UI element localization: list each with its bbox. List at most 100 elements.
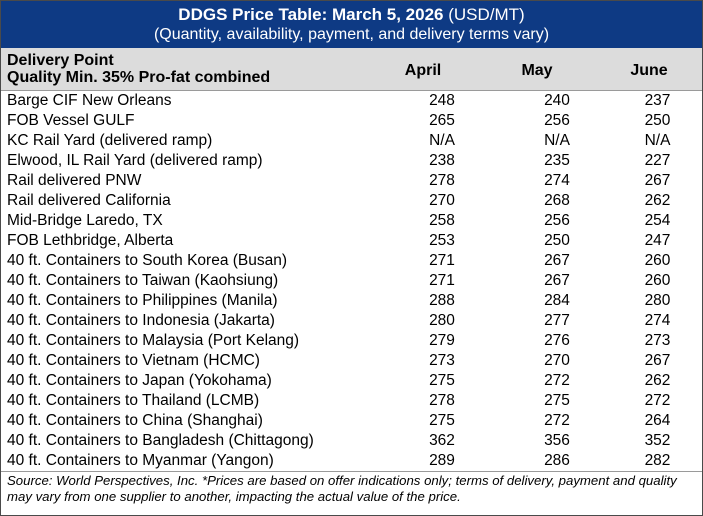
june-price-cell: 262	[644, 372, 671, 389]
table-row: 40 ft. Containers to China (Shanghai) 275…	[1, 411, 702, 431]
delivery-point-cell: 40 ft. Containers to Malaysia (Port Kela…	[7, 332, 300, 349]
delivery-point-cell: 40 ft. Containers to Japan (Yokohama)	[7, 372, 272, 389]
may-price-cell: 276	[544, 332, 570, 349]
table-row: 40 ft. Containers to Taiwan (Kaohsiung) 2…	[1, 271, 702, 291]
june-price-cell: N/A	[644, 132, 671, 149]
table-row: Elwood, IL Rail Yard (delivered ramp) 238…	[1, 151, 702, 171]
delivery-point-cell: 40 ft. Containers to Indonesia (Jakarta)	[7, 312, 275, 329]
april-price-cell: 273	[429, 352, 455, 369]
june-price-cell: 282	[644, 452, 671, 469]
delivery-point-cell: 40 ft. Containers to Myanmar (Yangon)	[7, 452, 274, 469]
may-price-cell: 240	[544, 92, 570, 109]
april-price-cell: 362	[429, 432, 455, 449]
table-row: 40 ft. Containers to Bangladesh (Chittag…	[1, 431, 702, 451]
june-price-cell: 250	[644, 112, 671, 129]
april-price-cell: N/A	[429, 132, 455, 149]
may-price-cell: 267	[544, 252, 570, 269]
table-row: FOB Vessel GULF 265 256 250	[1, 111, 702, 131]
may-price-cell: 272	[544, 412, 570, 429]
source-footnote: Source: World Perspectives, Inc. *Prices…	[1, 471, 702, 505]
june-price-cell: 267	[644, 352, 671, 369]
delivery-point-cell: 40 ft. Containers to Thailand (LCMB)	[7, 392, 260, 409]
delivery-point-cell: Barge CIF New Orleans	[7, 92, 172, 109]
may-price-cell: 256	[544, 112, 570, 129]
column-header-row: Delivery Point Quality Min. 35% Pro-fat …	[1, 48, 702, 91]
april-price-cell: 238	[429, 152, 455, 169]
table-row: Rail delivered California 270 268 262	[1, 191, 702, 211]
table-row: FOB Lethbridge, Alberta 253 250 247	[1, 231, 702, 251]
april-price-cell: 278	[429, 172, 455, 189]
table-subtitle: (Quantity, availability, payment, and de…	[153, 26, 550, 43]
delivery-point-cell: FOB Lethbridge, Alberta	[7, 232, 174, 249]
may-price-cell: 272	[544, 372, 570, 389]
june-price-cell: 273	[644, 332, 671, 349]
price-table-body: Barge CIF New Orleans 248 240 237 FOB Vessel…	[1, 91, 702, 471]
delivery-point-label: Delivery Point	[7, 52, 114, 69]
delivery-point-cell: FOB Vessel GULF	[7, 112, 135, 129]
may-price-cell: 275	[544, 392, 570, 409]
may-price-cell: 284	[544, 292, 570, 309]
delivery-point-cell: 40 ft. Containers to Vietnam (HCMC)	[7, 352, 260, 369]
table-row: 40 ft. Containers to Japan (Yokohama) 275…	[1, 371, 702, 391]
table-row: Rail delivered PNW 278 274 267	[1, 171, 702, 191]
april-price-cell: 271	[429, 252, 455, 269]
may-price-cell: N/A	[544, 132, 570, 149]
may-price-cell: 235	[544, 152, 570, 169]
table-row: 40 ft. Containers to South Korea (Busan)…	[1, 251, 702, 271]
delivery-point-cell: 40 ft. Containers to Philippines (Manila…	[7, 292, 278, 309]
table-row: 40 ft. Containers to Myanmar (Yangon) 289…	[1, 451, 702, 471]
delivery-point-cell: Rail delivered PNW	[7, 172, 142, 189]
june-price-cell: 264	[644, 412, 671, 429]
april-price-cell: 278	[429, 392, 455, 409]
table-row: KC Rail Yard (delivered ramp) N/A N/A N/A	[1, 131, 702, 151]
may-price-cell: 277	[544, 312, 570, 329]
april-price-cell: 280	[429, 312, 455, 329]
may-price-cell: 356	[544, 432, 570, 449]
june-price-cell: 267	[644, 172, 671, 189]
june-price-cell: 274	[644, 312, 671, 329]
table-row: Mid-Bridge Laredo, TX 258 256 254	[1, 211, 702, 231]
month-header-april: April	[404, 62, 442, 79]
may-price-cell: 256	[544, 212, 570, 229]
delivery-point-cell: KC Rail Yard (delivered ramp)	[7, 132, 213, 149]
delivery-point-header: Delivery Point Quality Min. 35% Pro-fat …	[7, 52, 270, 86]
price-table: Barge CIF New Orleans 248 240 237 FOB Vessel…	[1, 91, 702, 471]
table-row: 40 ft. Containers to Malaysia (Port Kela…	[1, 331, 702, 351]
june-price-cell: 237	[644, 92, 671, 109]
may-price-cell: 250	[544, 232, 570, 249]
table-row: Barge CIF New Orleans 248 240 237	[1, 91, 702, 111]
title-main: DDGS Price Table: March 5, 2026	[178, 5, 444, 24]
delivery-point-cell: 40 ft. Containers to China (Shanghai)	[7, 412, 263, 429]
may-price-cell: 274	[544, 172, 570, 189]
table-row: 40 ft. Containers to Philippines (Manila…	[1, 291, 702, 311]
table-row: 40 ft. Containers to Indonesia (Jakarta)…	[1, 311, 702, 331]
april-price-cell: 288	[429, 292, 455, 309]
may-price-cell: 267	[544, 272, 570, 289]
june-price-cell: 227	[644, 152, 671, 169]
month-header-june: June	[630, 62, 668, 79]
june-price-cell: 280	[644, 292, 671, 309]
june-price-cell: 272	[644, 392, 671, 409]
april-price-cell: 258	[429, 212, 455, 229]
april-price-cell: 248	[429, 92, 455, 109]
table-title: DDGS Price Table: March 5, 2026 (USD/MT)	[1, 5, 702, 25]
delivery-point-cell: 40 ft. Containers to Bangladesh (Chittag…	[7, 432, 314, 449]
may-price-cell: 268	[544, 192, 570, 209]
june-price-cell: 352	[644, 432, 671, 449]
april-price-cell: 253	[429, 232, 455, 249]
april-price-cell: 271	[429, 272, 455, 289]
delivery-point-cell: Mid-Bridge Laredo, TX	[7, 212, 163, 229]
april-price-cell: 275	[429, 372, 455, 389]
title-bar: DDGS Price Table: March 5, 2026 (USD/MT)…	[1, 1, 702, 48]
april-price-cell: 275	[429, 412, 455, 429]
april-price-cell: 289	[429, 452, 455, 469]
may-price-cell: 270	[544, 352, 570, 369]
april-price-cell: 265	[429, 112, 455, 129]
april-price-cell: 279	[429, 332, 455, 349]
june-price-cell: 260	[644, 252, 671, 269]
delivery-point-cell: 40 ft. Containers to Taiwan (Kaohsiung)	[7, 272, 279, 289]
april-price-cell: 270	[429, 192, 455, 209]
month-header-may: May	[521, 62, 553, 79]
june-price-cell: 260	[644, 272, 671, 289]
